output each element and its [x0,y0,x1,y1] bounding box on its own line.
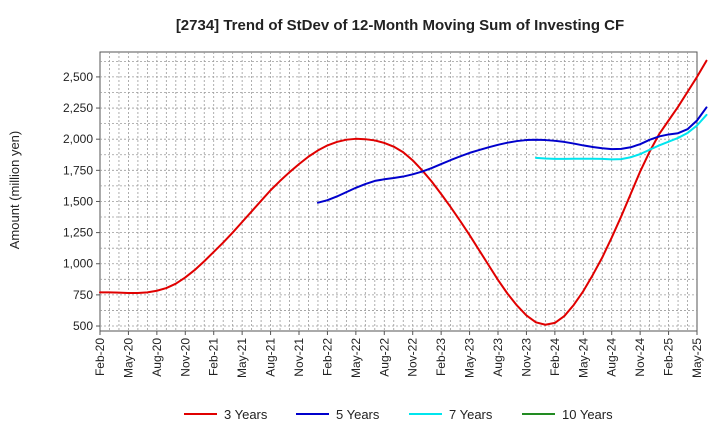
x-tick-label: Feb-25 [662,338,676,376]
legend-label: 10 Years [562,407,613,422]
x-tick-label: Nov-22 [406,338,420,377]
legend-label: 3 Years [224,407,268,422]
x-tick-label: Nov-24 [633,338,647,377]
x-tick-label: May-20 [121,338,135,378]
legend-label: 7 Years [449,407,493,422]
x-tick-label: Aug-22 [377,338,391,377]
series-line-5-years [316,106,708,204]
x-tick-label: May-23 [463,338,477,378]
series-line-3-years [99,59,708,326]
legend-label: 5 Years [336,407,380,422]
x-tick-label: Feb-23 [434,338,448,376]
x-tick-label: May-24 [576,338,590,378]
chart-title: [2734] Trend of StDev of 12-Month Moving… [176,17,624,34]
x-axis-ticks: Feb-20 May-20 Aug-20 Nov-20 Feb-21 May-21 Aug-… [93,331,704,378]
x-tick-label: Nov-23 [519,338,533,377]
y-tick-label: 2,500 [63,70,93,84]
x-tick-label: Nov-20 [178,338,192,377]
y-axis-ticks: 500 750 1,000 1,250 1,500 1,750 2,000 2,250 2,50… [63,70,100,333]
x-tick-label: Feb-22 [320,338,334,376]
y-tick-label: 2,000 [63,132,93,146]
x-tick-label: Feb-20 [93,338,107,376]
plot-area [99,51,698,332]
x-tick-label: Feb-21 [207,338,221,376]
x-tick-label: Aug-23 [491,338,505,377]
x-tick-label: May-25 [690,338,704,378]
x-tick-label: Nov-21 [292,338,306,377]
y-tick-label: 750 [73,288,93,302]
x-tick-label: May-21 [235,338,249,378]
x-tick-label: Aug-21 [264,338,278,377]
x-tick-label: Aug-24 [605,338,619,377]
y-tick-label: 1,500 [63,194,93,208]
y-tick-label: 1,750 [63,163,93,177]
legend: 3 Years 5 Years 7 Years 10 Years [184,407,613,422]
series-lines [99,59,708,326]
series-line-7-years [534,113,708,161]
x-tick-label: Aug-20 [150,338,164,377]
y-tick-label: 1,000 [63,257,93,271]
y-tick-label: 500 [73,319,93,333]
grid-lines [100,52,697,331]
y-tick-label: 2,250 [63,101,93,115]
y-axis-label: Amount (million yen) [7,131,22,250]
y-tick-label: 1,250 [63,226,93,240]
x-tick-label: May-22 [349,338,363,378]
x-tick-label: Feb-24 [548,338,562,376]
